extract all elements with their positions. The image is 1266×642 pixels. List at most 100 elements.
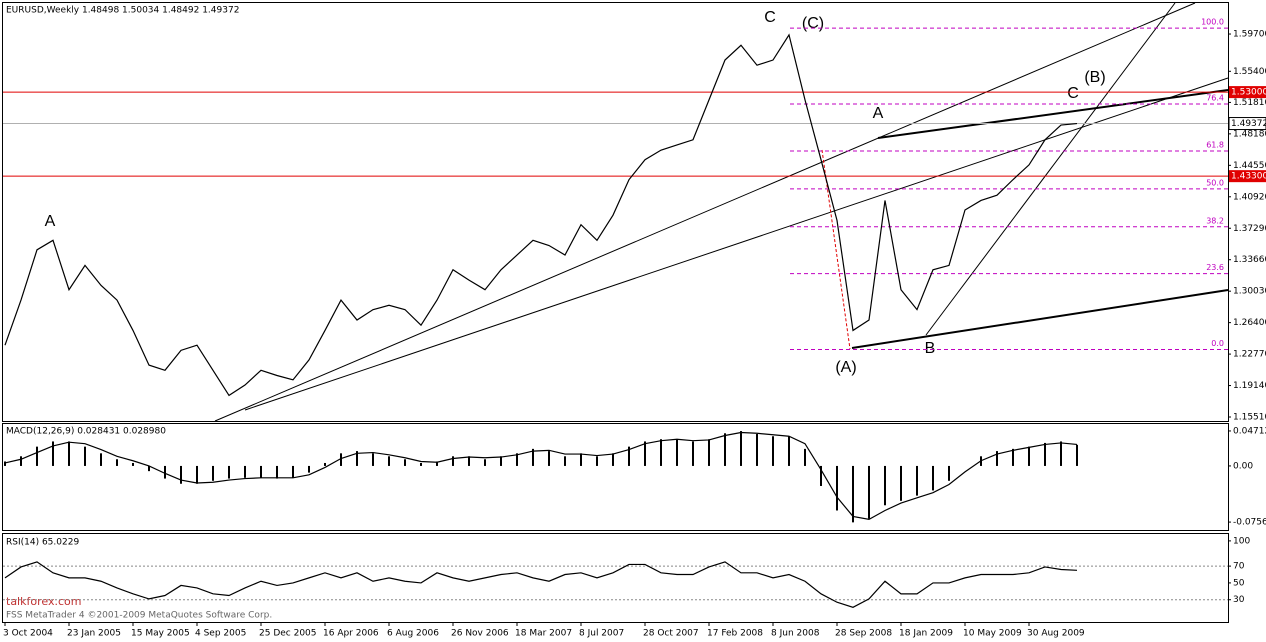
histogram-bar	[484, 459, 486, 466]
histogram-bar	[516, 453, 518, 466]
histogram-bar	[724, 433, 726, 466]
histogram-bar	[308, 465, 310, 473]
histogram-bar	[532, 448, 534, 466]
histogram-bar	[84, 446, 86, 466]
price-panel-frame	[2, 2, 1229, 422]
y-tick-label: 1.44550	[1233, 161, 1266, 171]
histogram-bar	[388, 456, 390, 466]
histogram-bar	[644, 441, 646, 466]
histogram-bar	[772, 436, 774, 466]
fib-label: 61.8	[1206, 140, 1224, 149]
histogram-bar	[868, 465, 870, 519]
macd-panel-frame	[2, 423, 1229, 531]
x-tick-label: 17 Feb 2008	[707, 629, 763, 639]
y-tick-label: 1.48180	[1233, 129, 1266, 139]
macd-title: MACD(12,26,9) 0.028431 0.028980	[6, 427, 166, 437]
histogram-bar	[756, 434, 758, 466]
level-label-box	[1229, 86, 1266, 99]
channel-line	[851, 289, 1229, 349]
y-tick-label: 70	[1233, 562, 1245, 572]
site-watermark: talkforex.com	[6, 595, 81, 608]
chart-title: EURUSD,Weekly 1.48498 1.50034 1.48492 1.…	[6, 6, 239, 16]
x-tick-label: 10 May 2009	[963, 629, 1022, 639]
histogram-bar	[788, 436, 790, 466]
histogram-bar	[404, 459, 406, 466]
histogram-bar	[1044, 442, 1046, 466]
y-tick-label: 1.37290	[1233, 224, 1266, 234]
y-tick-label: 1.19140	[1233, 381, 1266, 391]
watermark: FSS MetaTrader 4 ©2001-2009 MetaQuotes S…	[6, 611, 272, 621]
histogram-bar	[900, 465, 902, 501]
y-tick-label: 1.33660	[1233, 255, 1266, 265]
series-line	[4, 33, 1078, 397]
y-tick-label: 1.22770	[1233, 350, 1266, 360]
wave-label: A	[45, 213, 56, 230]
histogram-bar	[116, 459, 118, 466]
histogram-bar	[132, 462, 134, 466]
wave-label: (A)	[835, 359, 856, 376]
y-tick-label: 50	[1233, 578, 1245, 588]
histogram-bar	[420, 462, 422, 466]
histogram-bar	[500, 456, 502, 466]
histogram-bar	[100, 453, 102, 466]
current-price-box	[1228, 117, 1266, 131]
histogram-bar	[1060, 441, 1062, 466]
level-label-box	[1229, 170, 1266, 183]
histogram-bar	[612, 453, 614, 466]
y-tick-label: 1.51810	[1233, 98, 1266, 108]
fib-base-line	[821, 149, 851, 350]
histogram-bar	[452, 456, 454, 466]
fib-label: 23.6	[1206, 263, 1224, 272]
histogram-bar	[324, 462, 326, 466]
histogram-bar	[836, 465, 838, 511]
histogram-bar	[260, 465, 262, 478]
histogram-bar	[708, 439, 710, 466]
channel-line	[877, 89, 1229, 139]
histogram-bar	[1012, 448, 1014, 466]
x-tick-label: 28 Sep 2008	[835, 629, 892, 639]
level-label: 1.43300	[1231, 172, 1266, 182]
x-tick-label: 15 May 2005	[131, 629, 190, 639]
histogram-bar	[852, 465, 854, 523]
histogram-bar	[1028, 446, 1030, 466]
trend-line	[925, 2, 1176, 336]
y-tick-label: 1.40920	[1233, 192, 1266, 202]
fib-label: 0.0	[1211, 339, 1224, 348]
x-tick-label: 8 Jun 2008	[771, 629, 820, 639]
wave-label: (B)	[1084, 69, 1105, 86]
x-tick-label: 16 Apr 2006	[323, 629, 379, 639]
histogram-bar	[212, 465, 214, 481]
y-tick-label: 0.04712	[1233, 426, 1266, 436]
frames	[2, 2, 1229, 623]
histogram-bar	[628, 446, 630, 466]
histogram-bar	[740, 431, 742, 466]
histogram-bar	[340, 453, 342, 466]
histogram-bar	[596, 456, 598, 466]
x-tick-label: 25 Dec 2005	[259, 629, 317, 639]
histogram-bar	[148, 465, 150, 472]
trend-line	[214, 2, 1196, 422]
y-tick-label: 100	[1233, 536, 1250, 546]
histogram-bar	[68, 441, 70, 466]
x-tick-label: 6 Aug 2006	[387, 629, 439, 639]
histogram-bar	[548, 451, 550, 466]
histogram-bar	[996, 451, 998, 466]
wave-label: C	[1067, 85, 1079, 102]
histogram-bar	[276, 465, 278, 479]
wave-label: A	[873, 105, 884, 122]
x-tick-label: 30 Aug 2009	[1027, 629, 1085, 639]
wave-label: C	[764, 9, 776, 26]
histogram-bar	[1076, 444, 1078, 466]
histogram-bar	[564, 456, 566, 466]
y-tick-label: 1.26400	[1233, 318, 1266, 328]
histogram-bar	[436, 461, 438, 466]
x-tick-label: 18 Jan 2009	[899, 629, 953, 639]
histogram-bar	[660, 439, 662, 466]
histogram-bar	[164, 465, 166, 479]
fib-label: 38.2	[1206, 216, 1224, 225]
y-tick-label: 1.59700	[1233, 30, 1266, 40]
x-tick-label: 8 Jul 2007	[579, 629, 624, 639]
histogram-bar	[180, 465, 182, 484]
x-tick-label: 23 Jan 2005	[67, 629, 121, 639]
